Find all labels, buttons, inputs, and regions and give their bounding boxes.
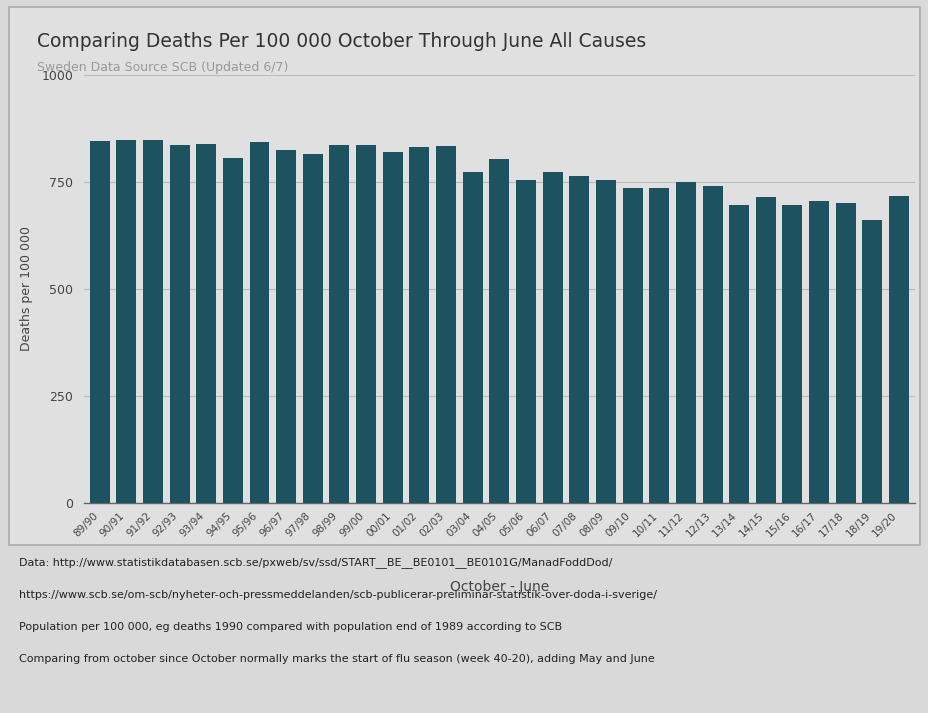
Bar [223,158,242,503]
Bar [808,200,828,503]
Bar [143,140,162,503]
Bar [781,205,802,503]
Text: Comparing from october since October normally marks the start of flu season (wee: Comparing from october since October nor… [19,654,653,664]
Bar [835,203,855,503]
Bar [196,144,216,503]
Bar [595,180,615,503]
Bar [409,147,429,503]
Bar [116,140,136,503]
Bar [462,172,483,503]
X-axis label: October - June: October - June [449,580,548,594]
Text: Sweden Data Source SCB (Updated 6/7): Sweden Data Source SCB (Updated 6/7) [37,61,289,73]
Bar [861,220,882,503]
Bar [676,182,695,503]
Bar [702,186,722,503]
Bar [755,197,775,503]
Text: https://www.scb.se/om-scb/nyheter-och-pressmeddelanden/scb-publicerar-preliminar: https://www.scb.se/om-scb/nyheter-och-pr… [19,590,656,600]
Text: Data: http://www.statistikdatabasen.scb.se/pxweb/sv/ssd/START__BE__BE0101__BE010: Data: http://www.statistikdatabasen.scb.… [19,558,612,568]
Bar [303,154,322,503]
Bar [888,195,909,503]
Bar [276,150,296,503]
Y-axis label: Deaths per 100 000: Deaths per 100 000 [20,226,33,352]
Bar [250,142,269,503]
Bar [170,145,189,503]
Bar [382,152,403,503]
Text: Comparing Deaths Per 100 000 October Through June All Causes: Comparing Deaths Per 100 000 October Thr… [37,32,646,51]
Bar [489,159,509,503]
Bar [622,188,642,503]
Bar [542,172,562,503]
Bar [329,145,349,503]
Bar [728,205,748,503]
Text: Population per 100 000, eg deaths 1990 compared with population end of 1989 acco: Population per 100 000, eg deaths 1990 c… [19,622,561,632]
Bar [569,176,588,503]
Bar [435,146,456,503]
Bar [89,141,110,503]
Bar [515,180,535,503]
Bar [649,188,668,503]
Bar [355,145,376,503]
